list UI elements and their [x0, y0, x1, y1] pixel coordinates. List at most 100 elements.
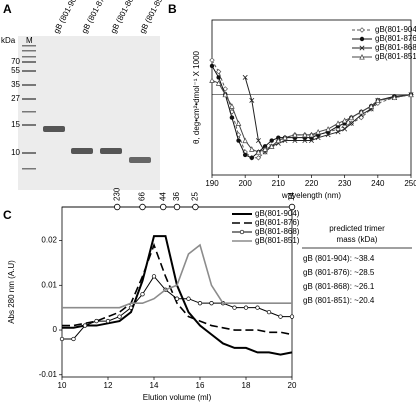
y-tick-label: 0.01: [41, 280, 57, 289]
x-tick-label: 200: [238, 179, 252, 188]
lane-label: gB (801-851): [138, 0, 168, 35]
standard-marker: [192, 203, 199, 211]
marker: [359, 27, 365, 33]
marker: [335, 129, 341, 135]
marker: [59, 336, 65, 342]
marker: [269, 138, 274, 143]
ladder-label: 70: [11, 57, 20, 66]
table-row: gB (801-876): ~28.5: [303, 268, 375, 277]
marker: [151, 274, 157, 279]
standard-label: 25: [191, 192, 200, 201]
marker: [292, 131, 298, 138]
panel-letter: B: [168, 2, 177, 16]
standard-label: 230: [112, 187, 121, 201]
marker: [268, 143, 275, 149]
x-tick-label: 190: [205, 179, 219, 188]
marker: [128, 305, 134, 310]
table-row: gB (801-868): ~26.1: [303, 282, 375, 291]
marker: [82, 323, 88, 328]
x-tick-label: 220: [305, 179, 319, 188]
standard-marker: [113, 203, 121, 211]
marker: [209, 57, 215, 63]
y-axis-label: θ, deg•cm²•dmol⁻¹ X 1000: [192, 50, 201, 144]
panel-letter: C: [3, 208, 12, 222]
standard-marker: [173, 203, 181, 211]
marker: [229, 103, 235, 109]
ladder-label: 27: [11, 94, 20, 103]
legend-label: gB(801-904): [255, 209, 300, 218]
x-tick-label: 230: [338, 179, 352, 188]
marker: [242, 152, 248, 158]
marker: [235, 120, 242, 126]
marker: [315, 128, 321, 135]
marker: [255, 305, 260, 310]
marker: [249, 97, 255, 103]
marker: [282, 134, 288, 141]
x-axis-label: wavelength (nm): [281, 191, 341, 200]
standard-label: 14: [287, 192, 296, 201]
standard-marker: [139, 203, 146, 211]
marker: [209, 77, 215, 83]
marker: [292, 138, 298, 144]
marker: [209, 301, 214, 306]
lane-label: gB (801-904): [52, 0, 82, 35]
marker: [216, 75, 221, 80]
legend-label: gB(801-868): [375, 43, 416, 52]
lane-label: gB (801-868): [109, 0, 139, 35]
series-line: [211, 59, 412, 159]
marker: [325, 126, 331, 132]
gel-band: [100, 148, 122, 154]
x-tick-label: 10: [58, 381, 67, 390]
legend-label: gB(801-904): [375, 25, 416, 34]
gel-band: [71, 148, 93, 154]
marker: [209, 63, 215, 69]
marker: [408, 91, 414, 98]
y-axis-label: Abs 280 nm (A.U): [7, 260, 16, 324]
gel-background: [18, 36, 160, 190]
gel-band: [43, 126, 65, 132]
marker: [289, 314, 295, 319]
marker: [255, 138, 261, 144]
marker: [375, 97, 381, 103]
table-title: mass (kDa): [337, 235, 378, 244]
marker: [359, 45, 365, 51]
standard-label: 44: [158, 192, 167, 201]
marker: [342, 126, 348, 132]
marker: [94, 318, 99, 324]
x-tick-label: 18: [242, 381, 251, 390]
panel-letter: A: [3, 2, 12, 16]
marker: [215, 68, 222, 75]
marker: [255, 155, 262, 161]
legend-label: gB(801-851): [375, 52, 416, 61]
marker: [105, 318, 111, 324]
legend-label: gB(801-876): [375, 34, 416, 43]
gel-unit: kDa: [1, 36, 16, 45]
marker: [302, 131, 308, 138]
series-line: [211, 65, 412, 159]
x-axis-label: Elution volume (ml): [143, 393, 212, 402]
marker: [229, 115, 235, 120]
marker: [255, 149, 262, 155]
marker: [358, 114, 364, 121]
marker: [335, 120, 341, 126]
marker: [222, 91, 229, 98]
marker: [325, 132, 331, 138]
series-line: [62, 235, 293, 356]
table-title: predicted trimer: [329, 224, 385, 233]
x-tick-label: 14: [150, 381, 159, 390]
series-line: [62, 242, 293, 336]
legend-label: gB(801-868): [255, 227, 300, 236]
marker: [368, 103, 374, 109]
gel-band: [129, 157, 151, 163]
marker: [249, 155, 254, 160]
standard-marker: [159, 203, 167, 211]
marker: [308, 131, 315, 138]
marker: [348, 114, 355, 121]
marker: [249, 146, 255, 152]
marker: [309, 138, 314, 144]
standard-label: 66: [138, 192, 147, 201]
ladder-label: 55: [11, 66, 20, 75]
marker: [359, 36, 365, 42]
x-tick-label: 250: [404, 179, 416, 188]
lane-label: gB (801-876): [80, 0, 110, 35]
